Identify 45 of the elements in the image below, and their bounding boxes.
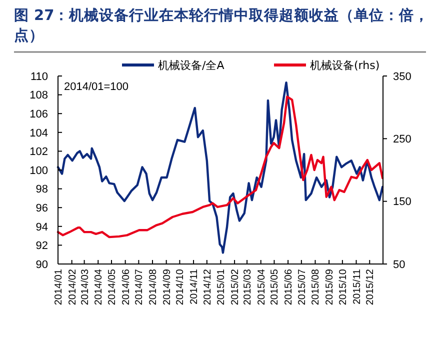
x-tick-label: 2015/04 [256,268,268,306]
x-tick-label: 2015/03 [242,268,254,306]
y-tick-label: 104 [30,127,48,140]
x-tick-label: 2015/09 [324,268,336,306]
y-tick-label: 102 [30,146,48,158]
x-tick-label: 2015/12 [365,268,376,306]
x-tick-label: 2014/11 [189,268,200,304]
x-tick-label: 2015/11 [352,268,363,304]
y-tick-label: 90 [36,258,48,271]
x-tick-label: 2015/02 [230,268,242,306]
y-tick-label: 100 [30,164,48,177]
y2-tick-label: 350 [393,70,412,83]
y-tick-label: 96 [36,202,48,214]
y-tick-label: 92 [36,240,48,252]
x-tick-label: 2015/08 [310,268,322,306]
legend-label: 机械设备/全A [158,58,225,72]
y2-tick-label: 250 [393,134,412,146]
x-tick-label: 2015/06 [284,268,295,306]
annotation: 2014/01=100 [64,81,129,93]
line-series [56,81,384,254]
x-tick-label: 2015/07 [296,268,308,306]
line-series [56,96,384,238]
y2-tick-label: 50 [393,258,406,271]
x-tick-label: 2014/06 [120,268,132,306]
y-tick-label: 98 [36,184,48,196]
x-tick-label: 2014/01 [54,268,64,306]
x-tick-label: 2014/05 [107,268,118,306]
x-tick-label: 2014/09 [162,268,173,306]
x-tick-label: 2014/02 [67,268,78,306]
x-tick-label: 2014/07 [134,268,146,306]
y-tick-label: 108 [30,90,48,102]
y-tick-label: 110 [30,70,48,83]
y-tick-label: 106 [30,108,48,120]
x-tick-label: 2014/10 [175,268,186,306]
y-tick-label: 94 [36,221,48,234]
x-tick-label: 2014/03 [80,268,91,306]
x-tick-label: 2015/05 [270,268,281,306]
x-tick-label: 2014/12 [202,268,214,306]
x-tick-label: 2015/01 [216,268,228,306]
chart-title: 图 27：机械设备行业在本轮行情中取得超额收益（单位：倍，点） [14,6,430,44]
y2-tick-label: 150 [393,196,412,208]
x-tick-label: 2015/10 [338,268,349,306]
x-tick-label: 2014/04 [94,268,105,306]
legend-label: 机械设备(rhs) [310,58,380,72]
x-tick-label: 2014/08 [148,268,160,306]
